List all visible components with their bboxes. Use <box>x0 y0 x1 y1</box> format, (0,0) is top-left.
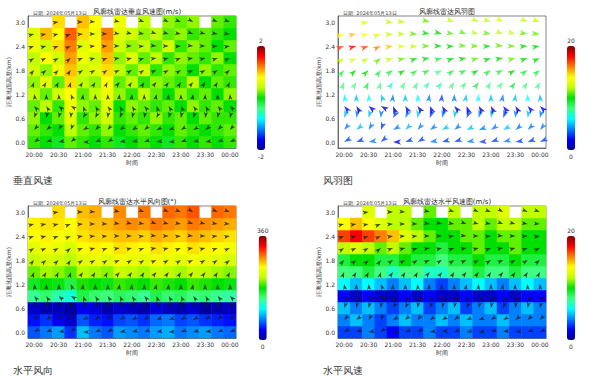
svg-text:0.6: 0.6 <box>325 305 335 312</box>
svg-text:22:00: 22:00 <box>123 341 140 348</box>
svg-text:21:30: 21:30 <box>99 151 116 158</box>
svg-text:风廓线雷达风羽图: 风廓线雷达风羽图 <box>419 8 475 16</box>
svg-text:距离地面高度(km): 距离地面高度(km) <box>315 57 322 107</box>
svg-text:3.0: 3.0 <box>325 19 335 26</box>
svg-text:0.0: 0.0 <box>325 139 335 146</box>
svg-text:日期: 2024年05月13日: 日期: 2024年05月13日 <box>343 200 397 206</box>
svg-text:21:00: 21:00 <box>74 341 91 348</box>
svg-text:1.8: 1.8 <box>15 67 25 74</box>
svg-text:风廓线雷达水平风速图(m/s): 风廓线雷达水平风速图(m/s) <box>403 198 492 206</box>
svg-text:0.0: 0.0 <box>15 139 25 146</box>
svg-text:0.0: 0.0 <box>15 329 25 336</box>
svg-text:1.2: 1.2 <box>15 281 25 288</box>
svg-text:0.0: 0.0 <box>325 329 335 336</box>
svg-text:3.0: 3.0 <box>325 209 335 216</box>
svg-text:1.2: 1.2 <box>325 91 335 98</box>
svg-text:23:00: 23:00 <box>172 341 189 348</box>
svg-text:1.8: 1.8 <box>325 257 335 264</box>
svg-text:00:00: 00:00 <box>531 341 548 348</box>
svg-text:垂直风速: 垂直风速 <box>13 175 53 186</box>
svg-text:20:30: 20:30 <box>50 151 67 158</box>
svg-text:0: 0 <box>569 153 573 160</box>
svg-text:风廓线雷达垂直风速图(m/s): 风廓线雷达垂直风速图(m/s) <box>93 8 182 16</box>
svg-text:1.2: 1.2 <box>325 281 335 288</box>
svg-text:风羽图: 风羽图 <box>323 175 353 186</box>
svg-text:0: 0 <box>261 343 265 350</box>
svg-text:时间: 时间 <box>126 349 138 356</box>
svg-text:22:30: 22:30 <box>458 341 475 348</box>
svg-text:-2: -2 <box>258 153 264 160</box>
svg-text:日期: 2024年05月13日: 日期: 2024年05月13日 <box>33 200 87 206</box>
svg-text:3.0: 3.0 <box>15 19 25 26</box>
svg-text:20:00: 20:00 <box>335 151 352 158</box>
svg-text:20:00: 20:00 <box>335 341 352 348</box>
svg-text:22:00: 22:00 <box>433 151 450 158</box>
svg-text:20:00: 20:00 <box>25 151 42 158</box>
svg-text:22:30: 22:30 <box>458 151 475 158</box>
svg-text:23:00: 23:00 <box>172 151 189 158</box>
svg-text:水平风向: 水平风向 <box>13 365 53 376</box>
svg-text:21:30: 21:30 <box>409 151 426 158</box>
svg-text:3.0: 3.0 <box>15 209 25 216</box>
svg-text:1.8: 1.8 <box>325 67 335 74</box>
svg-text:22:30: 22:30 <box>148 341 165 348</box>
svg-text:日期: 2024年05月13日: 日期: 2024年05月13日 <box>343 10 397 16</box>
svg-text:00:00: 00:00 <box>221 341 238 348</box>
svg-text:时间: 时间 <box>126 159 138 166</box>
svg-text:21:30: 21:30 <box>99 341 116 348</box>
svg-text:0.6: 0.6 <box>325 115 335 122</box>
svg-text:0.6: 0.6 <box>15 305 25 312</box>
svg-text:2.4: 2.4 <box>15 233 25 240</box>
svg-text:20: 20 <box>567 227 575 234</box>
svg-text:水平风速: 水平风速 <box>323 365 363 376</box>
svg-text:23:30: 23:30 <box>197 151 214 158</box>
svg-text:21:00: 21:00 <box>74 151 91 158</box>
svg-text:1.8: 1.8 <box>15 257 25 264</box>
svg-text:距离地面高度(km): 距离地面高度(km) <box>5 247 12 297</box>
svg-text:22:00: 22:00 <box>433 341 450 348</box>
svg-text:2.4: 2.4 <box>325 43 335 50</box>
svg-text:风廓线雷达水平风向图(°): 风廓线雷达水平风向图(°) <box>98 198 177 206</box>
svg-text:20:30: 20:30 <box>360 341 377 348</box>
svg-text:21:30: 21:30 <box>409 341 426 348</box>
svg-text:20:30: 20:30 <box>50 341 67 348</box>
svg-text:日期: 2024年05月13日: 日期: 2024年05月13日 <box>33 10 87 16</box>
svg-text:0: 0 <box>569 343 573 350</box>
svg-text:2.4: 2.4 <box>325 233 335 240</box>
svg-text:距离地面高度(km): 距离地面高度(km) <box>315 247 322 297</box>
svg-text:20:00: 20:00 <box>25 341 42 348</box>
svg-text:时间: 时间 <box>436 349 448 356</box>
svg-text:360: 360 <box>257 227 269 234</box>
svg-text:距离地面高度(km): 距离地面高度(km) <box>5 57 12 107</box>
svg-text:23:00: 23:00 <box>482 151 499 158</box>
svg-text:1.2: 1.2 <box>15 91 25 98</box>
svg-text:2: 2 <box>259 37 263 44</box>
svg-text:20: 20 <box>567 37 575 44</box>
svg-text:时间: 时间 <box>436 159 448 166</box>
svg-text:22:30: 22:30 <box>148 151 165 158</box>
svg-text:23:00: 23:00 <box>482 341 499 348</box>
svg-text:23:30: 23:30 <box>197 341 214 348</box>
svg-text:23:30: 23:30 <box>507 341 524 348</box>
svg-text:2.4: 2.4 <box>15 43 25 50</box>
svg-text:0.6: 0.6 <box>15 115 25 122</box>
svg-text:00:00: 00:00 <box>531 151 548 158</box>
svg-text:22:00: 22:00 <box>123 151 140 158</box>
svg-text:21:00: 21:00 <box>384 151 401 158</box>
svg-text:21:00: 21:00 <box>384 341 401 348</box>
svg-text:23:30: 23:30 <box>507 151 524 158</box>
svg-text:00:00: 00:00 <box>221 151 238 158</box>
svg-text:20:30: 20:30 <box>360 151 377 158</box>
